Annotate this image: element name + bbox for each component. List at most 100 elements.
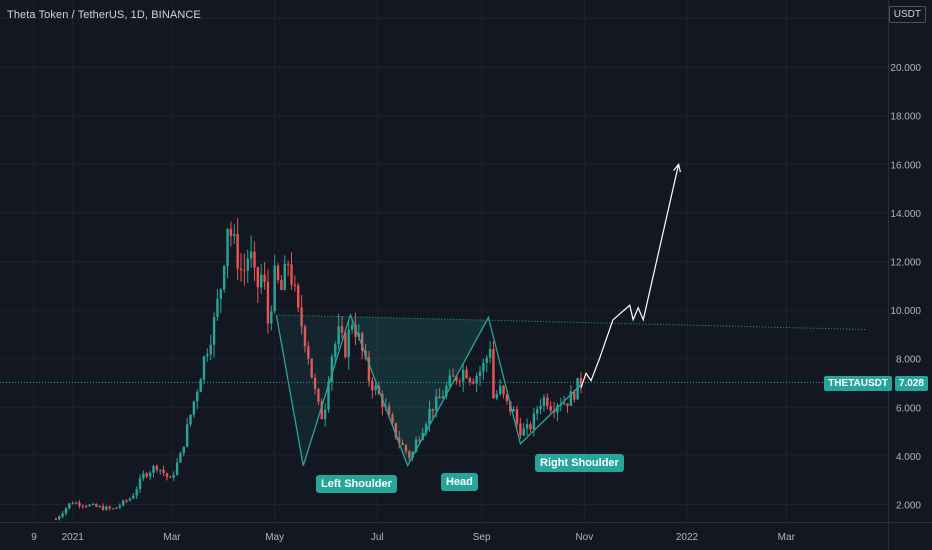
candle-body [212, 316, 216, 345]
candle-body [128, 498, 132, 501]
candle-body [310, 358, 313, 378]
candle-body [125, 500, 128, 502]
candle-body [206, 354, 209, 357]
candle-body [142, 473, 145, 479]
candle-body [401, 442, 404, 446]
candle-body [185, 424, 189, 447]
candle-body [233, 233, 236, 237]
candle-body [256, 267, 260, 288]
candle-body [202, 356, 206, 380]
head-and-shoulders-pattern[interactable] [275, 312, 868, 468]
candle-body [408, 451, 411, 458]
candle-body [192, 401, 196, 415]
candles [54, 218, 583, 521]
candle-body [182, 446, 185, 453]
candle-body [468, 378, 472, 382]
candle-body [502, 385, 505, 395]
candle-body [239, 268, 243, 271]
candle-body [101, 506, 105, 510]
candle-body [340, 326, 344, 333]
projection-line [580, 164, 680, 389]
candle-body [451, 375, 455, 377]
candle-body [418, 439, 421, 441]
candle-body [172, 474, 175, 478]
candle-body [573, 391, 576, 400]
head-label[interactable]: Head [441, 473, 478, 491]
candle-body [549, 406, 552, 411]
candle-body [98, 506, 101, 508]
candle-body [243, 270, 246, 272]
candle-body [441, 396, 445, 399]
candle-body [371, 380, 374, 391]
candle-body [404, 445, 408, 452]
candle-body [387, 406, 391, 415]
candle-body [512, 409, 515, 412]
projection-path[interactable] [580, 162, 681, 389]
candle-body [414, 439, 418, 452]
candle-body [175, 462, 179, 475]
candle-body [357, 333, 361, 337]
candle-body [216, 298, 219, 317]
candle-body [347, 329, 350, 358]
candle-body [115, 507, 118, 509]
pattern-fill [350, 314, 489, 466]
candle-body [391, 414, 394, 424]
candle-body [263, 274, 266, 282]
candle-body [78, 502, 81, 506]
candle-body [189, 414, 192, 425]
candle-body [505, 394, 509, 402]
candle-body [61, 513, 64, 517]
candle-body [219, 289, 223, 299]
x-tick-label: Mar [163, 532, 181, 543]
candle-body [488, 349, 492, 358]
candle-body [458, 381, 461, 383]
candle-body [485, 357, 488, 363]
candle-body [290, 264, 293, 285]
y-tick-label: 4.000 [896, 452, 921, 463]
candle-body [196, 392, 199, 402]
candle-body [74, 502, 78, 504]
candle-body [498, 385, 502, 394]
candle-body [421, 432, 424, 440]
candle-body [539, 406, 542, 410]
candle-body [226, 228, 229, 267]
candle-body [249, 251, 253, 259]
candle-body [317, 389, 320, 402]
candle-body [428, 408, 431, 425]
candle-body [529, 424, 532, 430]
candle-body [360, 333, 364, 351]
symbol-price-label: THETAUSDT [824, 376, 892, 391]
candle-body [367, 356, 371, 381]
pattern-fill [276, 314, 351, 466]
y-tick-label: 10.000 [890, 306, 921, 317]
candle-body [562, 403, 566, 405]
candle-body [111, 508, 115, 510]
y-tick-label: 20.000 [890, 63, 921, 74]
candle-body [132, 495, 135, 499]
y-tick-label: 6.000 [896, 403, 921, 414]
candle-body [461, 369, 465, 382]
candle-body [515, 409, 519, 424]
candle-body [105, 506, 108, 510]
candle-body [88, 504, 91, 507]
candle-body [273, 265, 276, 312]
candle-body [303, 326, 307, 347]
right-shoulder-label[interactable]: Right Shoulder [535, 454, 624, 472]
candle-body [169, 476, 172, 478]
candle-body [546, 397, 549, 407]
x-tick-label: 2022 [676, 532, 699, 543]
currency-button[interactable]: USDT [888, 6, 926, 23]
candle-body [435, 396, 438, 411]
candle-body [152, 466, 155, 473]
candle-body [155, 466, 159, 470]
candle-body [253, 251, 256, 268]
candle-body [81, 505, 85, 507]
candle-body [532, 413, 536, 430]
left-shoulder-label[interactable]: Left Shoulder [316, 475, 397, 493]
candle-body [431, 408, 435, 411]
candle-body [95, 503, 98, 507]
candle-body [482, 362, 485, 372]
chart-title: Theta Token / TetherUS, 1D, BINANCE [7, 9, 201, 21]
